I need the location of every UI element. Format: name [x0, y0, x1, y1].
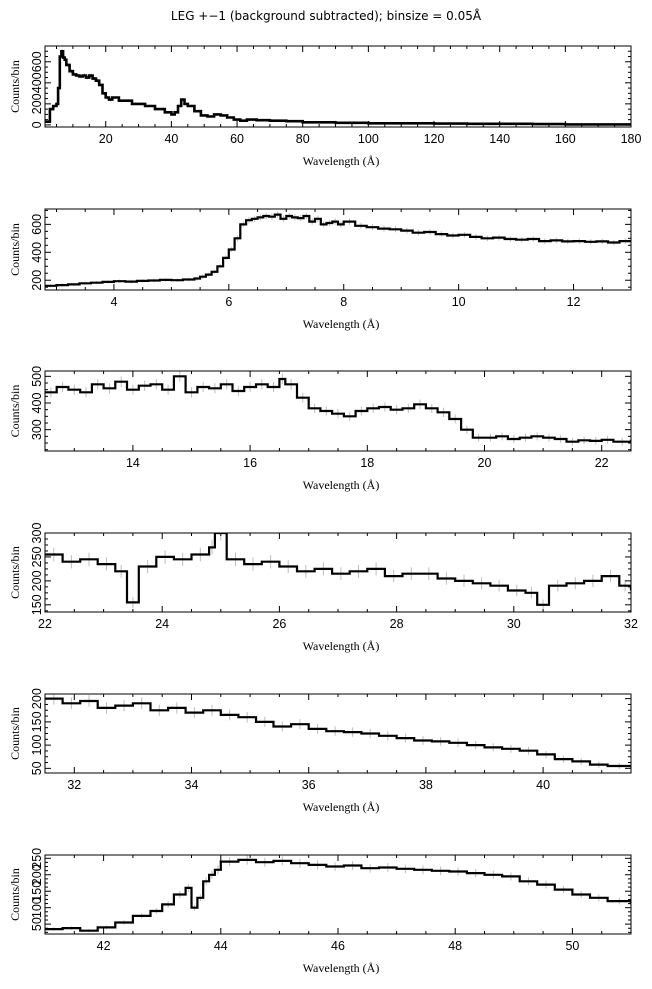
x-tick-label: 38 [419, 778, 433, 792]
y-tick-label: 150 [30, 711, 44, 732]
x-tick-label: 22 [38, 617, 52, 631]
data-group [45, 371, 631, 446]
chart-panel-3: 14 16 18 20 22 300 400 500 Wavelength (Å) Counts/… [8, 366, 632, 492]
data-series-line [45, 375, 631, 443]
data-series-line [45, 213, 631, 287]
y-tick-label: 300 [30, 419, 44, 440]
x-axis-label: Wavelength (Å) [303, 317, 380, 331]
x-tick-label: 6 [225, 295, 232, 309]
x-tick-label: 8 [340, 295, 347, 309]
y-tick-label: 50 [30, 917, 44, 931]
y-tick-label: 600 [30, 51, 44, 72]
y-tick-label: 200 [30, 570, 44, 591]
x-tick-label: 48 [448, 939, 462, 953]
x-tick-label: 32 [67, 778, 81, 792]
x-tick-label: 14 [126, 456, 140, 470]
x-tick-label: 180 [621, 132, 642, 146]
y-tick-label: 150 [30, 594, 44, 615]
y-tick-label: 50 [30, 761, 44, 775]
y-axis-label: Counts/bin [8, 868, 22, 921]
data-series-line [45, 858, 631, 932]
x-tick-label: 42 [97, 939, 111, 953]
chart-panel-4: 22 24 26 28 30 32 150 200 250 300 Wavelength (Å) Co… [8, 523, 638, 653]
y-tick-label: 400 [30, 242, 44, 263]
data-group [45, 211, 631, 288]
x-tick-label: 22 [595, 456, 609, 470]
y-tick-label: 600 [30, 214, 44, 235]
x-tick-label: 20 [99, 132, 113, 146]
x-tick-label: 4 [110, 295, 117, 309]
x-tick-label: 32 [624, 617, 638, 631]
x-tick-label: 16 [243, 456, 257, 470]
y-tick-label: 250 [30, 848, 44, 869]
data-group [45, 694, 631, 771]
x-tick-label: 40 [164, 132, 178, 146]
x-axis-label: Wavelength (Å) [303, 961, 380, 975]
y-tick-label: 100 [30, 897, 44, 918]
x-tick-label: 120 [424, 132, 445, 146]
y-tick-label: 500 [30, 366, 44, 387]
x-tick-label: 30 [507, 617, 521, 631]
x-axis-label: Wavelength (Å) [303, 800, 380, 814]
x-tick-label: 140 [489, 132, 510, 146]
x-tick-label: 100 [358, 132, 379, 146]
chart-panel-5: 32 34 36 38 40 50 100 150 200 Wavelength (Å) Count… [8, 688, 632, 814]
x-tick-label: 44 [214, 939, 228, 953]
data-group [45, 855, 631, 933]
x-tick-label: 50 [565, 939, 579, 953]
x-tick-label: 160 [555, 132, 576, 146]
x-tick-label: 28 [390, 617, 404, 631]
data-series-line [45, 533, 631, 606]
x-tick-label: 36 [302, 778, 316, 792]
data-group [45, 533, 631, 611]
y-tick-label: 200 [30, 93, 44, 114]
x-axis-label: Wavelength (Å) [303, 639, 380, 653]
x-tick-label: 60 [230, 132, 244, 146]
x-tick-label: 46 [331, 939, 345, 953]
x-tick-label: 34 [185, 778, 199, 792]
y-tick-label: 400 [30, 72, 44, 93]
page-title: LEG +−1 (background subtracted); binsize… [170, 9, 482, 23]
y-tick-label: 200 [30, 688, 44, 709]
data-series-line [45, 50, 631, 126]
y-tick-label: 300 [30, 523, 44, 544]
x-tick-label: 26 [272, 617, 286, 631]
y-axis-label: Counts/bin [8, 707, 22, 760]
x-tick-label: 12 [567, 295, 581, 309]
y-tick-label: 250 [30, 546, 44, 567]
y-tick-label: 100 [30, 735, 44, 756]
y-axis-label: Counts/bin [8, 546, 22, 599]
data-group [45, 48, 631, 126]
x-tick-label: 40 [536, 778, 550, 792]
chart-panel-2: 4 6 8 10 12 200 400 600 Wavelength (Å) Counts/bin [8, 208, 632, 331]
y-axis-label: Counts/bin [8, 60, 22, 113]
x-axis-label: Wavelength (Å) [303, 154, 380, 168]
y-axis-label: Counts/bin [8, 223, 22, 276]
plot-frame [44, 45, 632, 128]
x-tick-label: 24 [155, 617, 169, 631]
y-tick-label: 200 [30, 864, 44, 885]
y-tick-label: 200 [30, 270, 44, 291]
x-tick-label: 20 [478, 456, 492, 470]
x-axis-label: Wavelength (Å) [303, 478, 380, 492]
data-series-line [45, 697, 631, 768]
plot-frame [44, 208, 632, 291]
y-tick-label: 0 [30, 121, 44, 128]
y-axis-label: Counts/bin [8, 385, 22, 438]
y-tick-label: 400 [30, 393, 44, 414]
x-tick-label: 10 [452, 295, 466, 309]
y-tick-label: 150 [30, 881, 44, 902]
x-tick-label: 80 [296, 132, 310, 146]
x-tick-label: 18 [360, 456, 374, 470]
